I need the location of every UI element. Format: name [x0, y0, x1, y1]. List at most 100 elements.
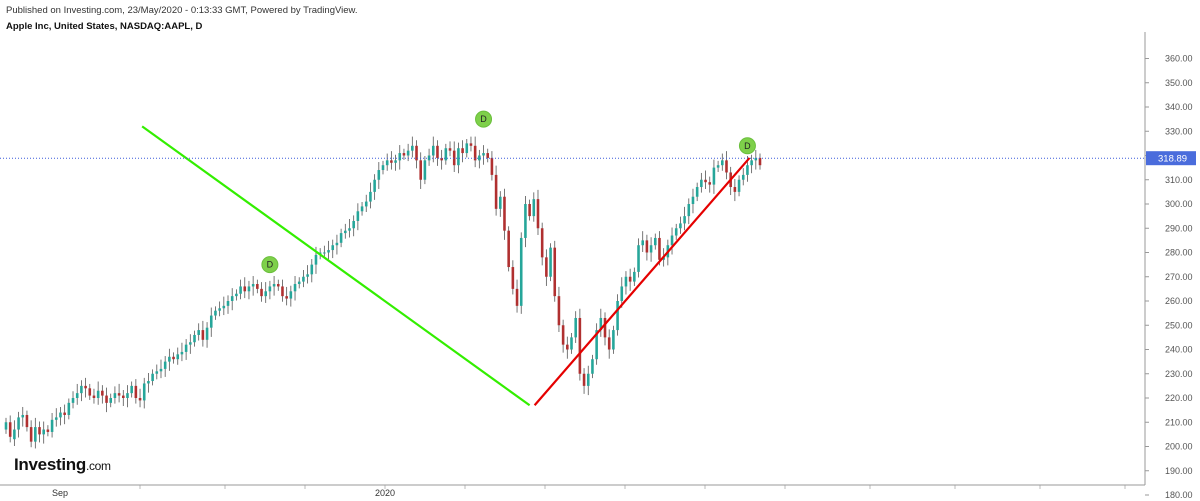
candle-body — [423, 160, 427, 180]
candle-body — [247, 286, 251, 292]
candle — [683, 206, 686, 231]
candle — [712, 159, 716, 194]
candle-body — [457, 148, 460, 166]
candle — [519, 232, 523, 314]
candle — [134, 379, 138, 404]
candle-body — [356, 211, 360, 221]
candle — [679, 216, 682, 234]
candle-body — [390, 160, 393, 163]
candle-body — [599, 317, 603, 331]
candle — [29, 420, 33, 448]
candle — [272, 276, 276, 296]
published-note: Published on Investing.com, 23/May/2020 … — [6, 5, 358, 16]
candle — [444, 143, 448, 165]
candle-body — [147, 381, 150, 384]
candle — [758, 153, 762, 170]
candle — [452, 141, 456, 172]
candle-body — [620, 286, 624, 301]
candle-body — [264, 291, 268, 297]
candle — [578, 308, 582, 381]
candle — [507, 226, 510, 272]
candle-body — [536, 199, 540, 229]
candle-body — [419, 160, 422, 180]
candle-body — [373, 179, 376, 192]
candle-body — [381, 165, 385, 171]
dividend-marker-label: D — [480, 114, 487, 124]
candle-body — [662, 257, 665, 260]
candle-body — [88, 388, 92, 396]
candle-body — [549, 247, 552, 277]
candle — [121, 389, 125, 407]
candle — [440, 149, 443, 170]
candle — [754, 149, 758, 170]
candle-body — [695, 187, 699, 197]
trend-line-decline — [141, 125, 531, 407]
candle — [381, 160, 385, 175]
candle — [364, 194, 368, 213]
candle-body — [142, 383, 146, 401]
candle — [482, 145, 485, 165]
candle — [478, 149, 481, 169]
candle — [498, 191, 502, 217]
candle-body — [478, 155, 481, 161]
candle — [59, 406, 62, 426]
candle — [218, 301, 221, 317]
candle — [436, 140, 439, 166]
candle-body — [494, 174, 498, 209]
dividend-marker-label: D — [267, 260, 274, 270]
candle-body — [25, 414, 29, 428]
candle — [130, 381, 133, 398]
candle-body — [641, 240, 645, 246]
candle-body — [21, 414, 25, 418]
candle-body — [461, 148, 464, 154]
investing-logo: Investing.com — [14, 455, 111, 475]
candle — [180, 342, 184, 362]
candle-body — [431, 145, 435, 156]
candle-body — [754, 157, 758, 161]
candle — [700, 172, 703, 193]
candle — [34, 417, 37, 449]
candle-body — [628, 276, 632, 282]
candle-body — [570, 337, 573, 350]
candle-body — [398, 153, 402, 161]
candle-body — [440, 157, 443, 161]
candle-body — [482, 153, 485, 156]
candle-body — [126, 393, 129, 398]
candle-body — [251, 284, 255, 287]
candle — [80, 380, 83, 402]
candle-body — [352, 220, 355, 229]
candle-body — [448, 148, 452, 151]
candle-body — [4, 422, 8, 430]
candle-body — [130, 385, 133, 394]
chart-header: Published on Investing.com, 23/May/2020 … — [6, 5, 358, 33]
candle — [4, 417, 8, 434]
candle — [331, 239, 335, 259]
y-tick-label: 300.00 — [1165, 199, 1193, 209]
y-tick-label: 180.00 — [1165, 490, 1193, 500]
candle — [8, 415, 12, 443]
y-tick-label: 250.00 — [1165, 320, 1193, 330]
candle-body — [96, 390, 100, 398]
candle — [398, 145, 402, 170]
candle — [549, 243, 552, 282]
trend-line-recovery — [533, 157, 751, 406]
candle-body — [348, 228, 351, 231]
candle — [105, 387, 108, 413]
candle-body — [603, 317, 607, 338]
candle-body — [369, 191, 372, 202]
candle — [532, 192, 536, 222]
candle — [373, 174, 376, 200]
y-tick-label: 200.00 — [1165, 442, 1193, 452]
candle — [230, 288, 234, 311]
candle-body — [285, 296, 288, 299]
candle-body — [54, 417, 58, 420]
candle-body — [151, 373, 154, 382]
candle — [214, 306, 217, 320]
x-tick-label: 2020 — [375, 488, 395, 498]
candle-body — [746, 165, 749, 175]
candle — [490, 151, 494, 181]
candle — [54, 408, 58, 427]
candle-body — [13, 429, 16, 440]
candle-body — [67, 402, 71, 415]
